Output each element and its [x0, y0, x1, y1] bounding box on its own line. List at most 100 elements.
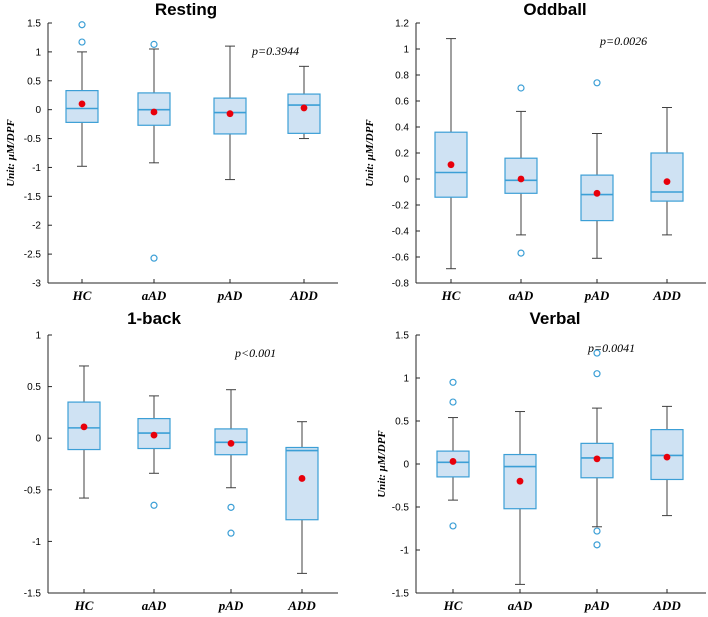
chart-title: Verbal [529, 309, 580, 328]
chart-panel-1-back: 1-back 1 0.5 0 -0.5 -1 -1.5 HC aAD pAD ADD p<0.001 [24, 309, 338, 613]
outlier-point [150, 40, 158, 48]
mean-marker [593, 455, 601, 463]
x-tick-label-add: ADD [287, 598, 316, 613]
y-tick-label: -1.5 [24, 589, 42, 600]
mean-marker [517, 175, 525, 183]
y-tick-label: -1.5 [24, 192, 42, 203]
outlier-point [449, 522, 457, 530]
y-tick-label: 0 [35, 434, 41, 445]
y-tick-label: 0.5 [395, 417, 409, 428]
outlier-point [78, 38, 86, 46]
box-pad [214, 389, 248, 537]
mean-marker [516, 477, 524, 485]
outlier-point [593, 541, 601, 549]
x-tick-label-aad: aAD [142, 288, 167, 303]
outlier-point [449, 398, 457, 406]
outlier-point [150, 254, 158, 262]
x-tick-label-add: ADD [652, 598, 681, 613]
mean-marker [300, 104, 308, 112]
box-aad [503, 411, 537, 585]
box-aad [137, 40, 171, 262]
outlier-point [517, 249, 525, 257]
box-pad [580, 79, 614, 259]
chart-title: 1-back [127, 309, 181, 328]
chart-panel-resting: Resting Unit: μM/DPF 1.5 1 0.5 0 -0.5 -1 -1.5 -2 -… [5, 0, 338, 303]
mean-marker [447, 161, 455, 169]
y-tick-label: -3 [32, 279, 41, 290]
box-add [285, 421, 319, 574]
outlier-point [593, 79, 601, 87]
box-hc [65, 21, 99, 167]
y-tick-label: 1 [35, 331, 41, 342]
x-tick-label-pad: pAD [584, 598, 610, 613]
mean-marker [663, 453, 671, 461]
outlier-point [517, 84, 525, 92]
y-tick-label: -0.5 [392, 503, 410, 514]
x-tick-label-pad: pAD [217, 288, 243, 303]
iqr-box [580, 174, 614, 222]
x-tick-label-aad: aAD [509, 288, 534, 303]
y-tick-label: 0.6 [395, 97, 409, 108]
mean-marker [593, 189, 601, 197]
outlier-point [449, 378, 457, 386]
x-tick-label-aad: aAD [508, 598, 533, 613]
y-tick-label: -1 [32, 163, 41, 174]
x-tick-label-pad: pAD [584, 288, 610, 303]
iqr-box [580, 442, 614, 479]
y-tick-label: -1 [32, 537, 41, 548]
box-pad [580, 349, 614, 549]
x-tick-label-hc: HC [74, 598, 94, 613]
outlier-point [593, 370, 601, 378]
y-tick-label: 0 [35, 105, 41, 116]
y-tick-label: -1.5 [392, 589, 410, 600]
y-tick-label: -0.8 [392, 279, 410, 290]
box-add [287, 65, 321, 140]
p-value-annotation: p=0.3944 [251, 44, 299, 58]
box-pad [213, 45, 247, 181]
outlier-point [227, 503, 235, 511]
mean-marker [78, 100, 86, 108]
outlier-point [593, 527, 601, 535]
iqr-box [650, 152, 684, 202]
y-tick-label: 0.5 [27, 76, 41, 87]
y-tick-label: 0 [403, 460, 409, 471]
x-tick-label-aad: aAD [142, 598, 167, 613]
x-tick-label-hc: HC [441, 288, 461, 303]
y-axis-label: Unit: μM/DPF [5, 119, 17, 187]
outlier-point [227, 529, 235, 537]
x-tick-label-hc: HC [443, 598, 463, 613]
y-tick-label: -0.5 [24, 485, 42, 496]
y-tick-label: 1.5 [395, 331, 409, 342]
mean-marker [226, 110, 234, 118]
chart-title: Oddball [523, 0, 586, 19]
y-axis-label: Unit: μM/DPF [364, 119, 376, 187]
mean-marker [150, 108, 158, 116]
box-hc [436, 378, 470, 530]
p-value-annotation: p=0.0026 [599, 34, 647, 48]
iqr-box [285, 446, 319, 521]
x-tick-label-hc: HC [72, 288, 92, 303]
mean-marker [663, 178, 671, 186]
y-tick-label: 0.4 [395, 123, 409, 134]
y-tick-label: -0.2 [392, 201, 410, 212]
y-tick-label: -0.5 [24, 134, 42, 145]
mean-marker [227, 439, 235, 447]
y-tick-label: 1 [403, 374, 409, 385]
box-add [650, 405, 684, 517]
box-aad [504, 84, 538, 257]
outlier-point [78, 21, 86, 29]
iqr-box [287, 93, 321, 134]
y-tick-label: 0 [403, 175, 409, 186]
chart-panel-oddball: Oddball Unit: μM/DPF 1.2 1 0.8 0.6 0.4 0.2 0 -0.2… [364, 0, 706, 303]
mean-marker [298, 475, 306, 482]
box-hc [434, 38, 468, 270]
y-tick-label: 1 [403, 45, 409, 56]
mean-marker [150, 431, 158, 439]
y-tick-label: 1.2 [395, 19, 409, 30]
y-tick-label: -2.5 [24, 250, 42, 261]
outlier-point [593, 349, 601, 357]
y-tick-label: 0.8 [395, 71, 409, 82]
y-axis-label: Unit: μM/DPF [376, 430, 388, 498]
outlier-point [150, 501, 158, 509]
